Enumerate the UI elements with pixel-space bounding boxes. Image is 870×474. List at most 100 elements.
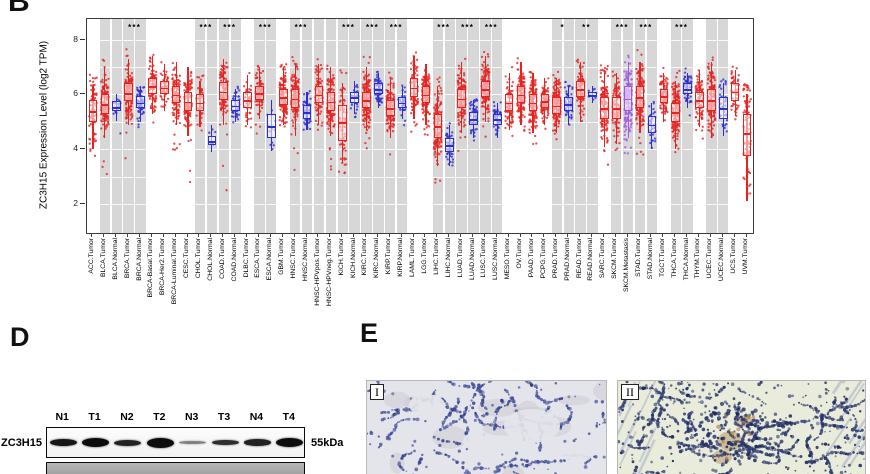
x-tick-mark: [317, 233, 319, 237]
box-SARC.Tumor: [600, 97, 609, 120]
panel-d-label: D: [10, 322, 30, 352]
x-label-KIRP.Normal: KIRP.Normal: [397, 238, 405, 277]
box-BRCA-Her2.Tumor: [160, 80, 169, 95]
x-tick-mark: [162, 233, 164, 237]
x-label-LUAD.Normal: LUAD.Normal: [468, 238, 476, 280]
lane-label-N2: N2: [120, 411, 134, 423]
x-tick-mark: [222, 233, 224, 237]
box-STAD.Tumor: [635, 86, 645, 109]
box-KICH.Tumor: [338, 105, 347, 142]
box-SKCM.Tumor: [611, 97, 621, 120]
cancer-type-band: [230, 19, 241, 233]
significance-BRCA: ***: [128, 23, 142, 32]
median-line: [482, 89, 489, 91]
ihc-image-1-tag: I: [370, 384, 384, 400]
median-line: [410, 87, 418, 90]
x-label-BRCA.Normal: BRCA.Normal: [135, 238, 143, 281]
ihc-image-1: I: [366, 380, 607, 474]
x-tick-mark: [745, 233, 747, 237]
x-tick-mark: [388, 233, 390, 237]
x-label-BLCA.Tumor: BLCA.Tumor: [99, 238, 107, 278]
cancer-type-band: [682, 19, 693, 233]
y-tick-label: 4: [73, 143, 78, 154]
panel-e-label: E: [360, 318, 379, 348]
x-label-PRAD.Tumor: PRAD.Tumor: [551, 238, 559, 279]
median-line: [184, 101, 192, 104]
x-tick-mark: [400, 233, 402, 237]
cancer-type-band: [111, 19, 122, 233]
significance-LUSC: ***: [484, 23, 498, 32]
median-line: [612, 108, 620, 110]
median-line: [256, 93, 263, 95]
median-line: [672, 112, 679, 115]
x-label-BRCA-Her2.Tumor: BRCA-Her2.Tumor: [159, 238, 167, 296]
box-HNSC-HPVneg.Tumor: [326, 91, 336, 111]
x-tick-mark: [448, 233, 450, 237]
box-MESO.Tumor: [504, 94, 514, 111]
box-KIRP.Tumor: [385, 99, 395, 117]
box-BLCA.Normal: [112, 101, 121, 111]
median-line: [458, 98, 465, 101]
box-BLCA.Tumor: [100, 94, 110, 114]
median-line: [743, 133, 751, 135]
x-label-LUSC.Normal: LUSC.Normal: [492, 238, 500, 280]
x-label-LUAD.Tumor: LUAD.Tumor: [456, 238, 464, 278]
x-tick-mark: [246, 233, 248, 237]
cancer-type-band: [313, 19, 325, 233]
x-tick-mark: [281, 233, 283, 237]
box-SKCM.Metastasis: [623, 86, 633, 111]
significance-THCA: ***: [675, 23, 689, 32]
x-label-KICH.Normal: KICH.Normal: [349, 238, 357, 279]
x-label-BRCA-Basal.Tumor: BRCA-Basal.Tumor: [147, 238, 155, 298]
x-label-ACC.Tumor: ACC.Tumor: [87, 238, 95, 274]
x-label-LAML.Tumor: LAML.Tumor: [409, 238, 417, 278]
blot-size-label: 55kDa: [311, 437, 344, 449]
y-tick-mark: [80, 203, 85, 205]
box-CHOL.Normal: [207, 135, 217, 146]
median-line: [684, 89, 691, 91]
x-tick-mark: [257, 233, 259, 237]
x-tick-mark: [638, 233, 640, 237]
protein-band-N4: [243, 439, 271, 446]
x-tick-mark: [662, 233, 664, 237]
x-label-THCA.Normal: THCA.Normal: [682, 238, 690, 281]
box-HNSC.Normal: [302, 105, 312, 120]
box-BRCA-Basal.Tumor: [148, 77, 157, 95]
significance-KICH: ***: [342, 23, 356, 32]
significance-STAD: ***: [639, 23, 653, 32]
box-LIHC.Normal: [445, 138, 454, 153]
x-tick-mark: [269, 233, 271, 237]
lane-label-N3: N3: [184, 411, 199, 423]
x-tick-mark: [353, 233, 355, 237]
gridline: [87, 67, 753, 68]
x-label-PAAD.Tumor: PAAD.Tumor: [527, 238, 535, 278]
box-READ.Normal: [588, 91, 597, 98]
x-label-CHOL.Tumor: CHOL.Tumor: [194, 238, 202, 279]
box-UCS.Tumor: [730, 83, 740, 102]
box-ACC.Tumor: [88, 99, 98, 122]
x-label-HNSC-HPVpos.Tumor: HNSC-HPVpos.Tumor: [313, 238, 321, 306]
box-ESCA.Normal: [267, 113, 276, 139]
x-label-SKCM.Metastasis: SKCM.Metastasis: [623, 238, 631, 293]
x-label-STAD.Tumor: STAD.Tumor: [635, 238, 643, 277]
x-label-READ.Normal: READ.Normal: [587, 238, 595, 281]
significance-PRAD: *: [560, 23, 565, 32]
median-line: [577, 89, 584, 91]
box-THCA.Tumor: [671, 102, 680, 122]
median-line: [89, 111, 97, 113]
lane-label-T1: T1: [88, 411, 101, 423]
cancer-type-band: [397, 19, 408, 233]
x-tick-mark: [686, 233, 688, 237]
box-BRCA.Normal: [136, 95, 145, 109]
x-label-HNSC-HPVneg.Tumor: HNSC-HPVneg.Tumor: [325, 238, 333, 307]
x-label-THYM.Tumor: THYM.Tumor: [694, 238, 702, 279]
x-tick-mark: [495, 233, 497, 237]
gridline: [87, 204, 753, 206]
x-label-DLBC.Tumor: DLBC.Tumor: [242, 238, 250, 278]
x-tick-mark: [412, 233, 414, 237]
median-line: [696, 100, 703, 102]
median-line: [149, 86, 156, 88]
box-UVM.Tumor: [742, 113, 752, 157]
lane-label-N1: N1: [55, 411, 69, 423]
protein-band-T1: [82, 438, 110, 447]
